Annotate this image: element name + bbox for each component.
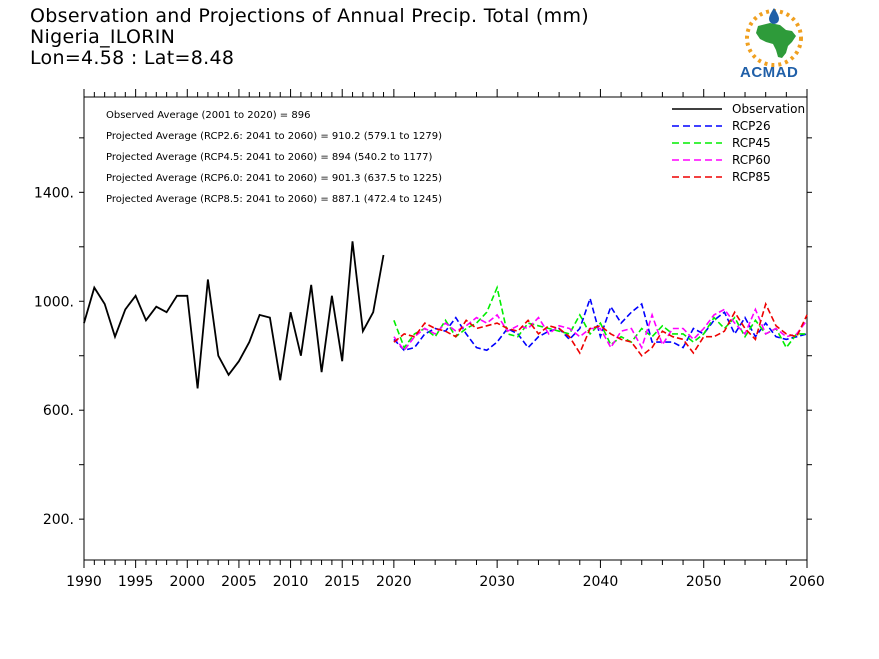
legend-label-rcp60: RCP60 — [732, 153, 771, 167]
legend-label-rcp26: RCP26 — [732, 119, 771, 133]
annotation-5: Projected Average (RCP8.5: 2041 to 2060)… — [106, 194, 442, 205]
series-rcp85 — [393, 301, 808, 357]
y-tick-label: 200. — [43, 512, 74, 528]
x-tick-label: 2030 — [479, 574, 515, 590]
x-tick-label: 1995 — [118, 574, 154, 590]
logo-text: ACMAD — [740, 64, 799, 81]
title-block: Observation and Projections of Annual Pr… — [30, 6, 589, 69]
annotation-3: Projected Average (RCP4.5: 2041 to 2060)… — [106, 152, 433, 163]
x-tick-label: 2000 — [169, 574, 205, 590]
x-tick-label: 2010 — [273, 574, 309, 590]
series-rcp45 — [393, 284, 807, 350]
y-tick-label: 600. — [43, 403, 74, 419]
x-tick-label: 2050 — [686, 574, 722, 590]
africa-shape — [756, 23, 796, 58]
legend-label-rcp45: RCP45 — [732, 136, 771, 150]
coordinates-label: Lon=4.58 : Lat=8.48 — [30, 47, 235, 69]
x-tick-label: 2015 — [324, 574, 360, 590]
annotations: Observed Average (2001 to 2020) = 896 Pro… — [106, 110, 442, 205]
water-drop-icon — [769, 8, 779, 24]
x-tick-label: 2040 — [583, 574, 619, 590]
annotation-1: Observed Average (2001 to 2020) = 896 — [106, 110, 310, 121]
axes: 200. 600. 1000. 1400. 1990 1995 2000 2005 2010 20… — [34, 89, 825, 590]
x-tick-label: 2005 — [221, 574, 257, 590]
chart-title: Observation and Projections of Annual Pr… — [30, 5, 589, 27]
x-tick-label: 2060 — [789, 574, 825, 590]
y-tick-label: 1000. — [34, 294, 74, 310]
location-label: Nigeria_ILORIN — [30, 26, 176, 48]
x-tick-label: 2020 — [376, 574, 412, 590]
annotation-4: Projected Average (RCP6.0: 2041 to 2060)… — [106, 173, 442, 184]
x-tick-label: 1990 — [66, 574, 102, 590]
series-observation — [83, 241, 385, 389]
annotation-2: Projected Average (RCP2.6: 2041 to 2060)… — [106, 131, 442, 142]
legend-label-rcp85: RCP85 — [732, 170, 771, 184]
series-rcp60 — [393, 307, 808, 352]
legend-label-observation: Observation — [732, 102, 805, 116]
plot-frame — [83, 96, 808, 561]
series-layer — [83, 241, 808, 389]
acmad-logo-icon — [745, 8, 803, 67]
y-tick-label: 1400. — [34, 185, 74, 201]
legend: Observation RCP26 RCP45 RCP60 RCP85 — [672, 102, 805, 184]
